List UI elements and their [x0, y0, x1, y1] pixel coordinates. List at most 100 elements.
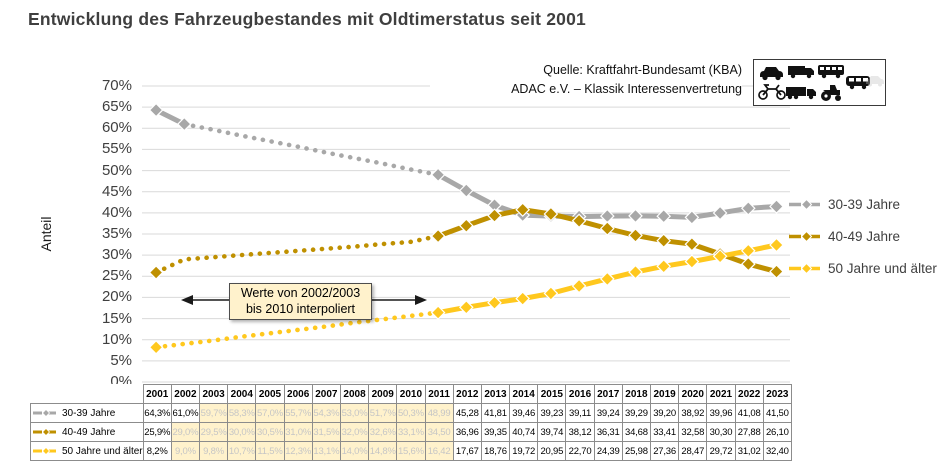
value-cell: 34,50 [424, 422, 454, 442]
value-cell: 39,96 [706, 403, 736, 423]
y-axis-tick: 50% [101, 161, 132, 179]
value-cell: 59,7% [198, 403, 229, 423]
value-cell: 31,5% [311, 422, 341, 442]
value-cell: 32,40 [762, 441, 792, 461]
value-cell: 8,2% [142, 441, 172, 461]
value-cell: 41,81 [480, 403, 511, 423]
value-cell: 32,6% [368, 422, 398, 442]
year-header-cell: 2017 [593, 384, 623, 404]
y-axis-tick: 60% [101, 119, 132, 137]
y-axis-tick: 20% [101, 288, 132, 306]
value-cell: 50,3% [396, 403, 426, 423]
value-cell: 45,28 [452, 403, 482, 423]
vehicle-icons-box [753, 59, 886, 106]
year-header-cell: 2019 [649, 384, 680, 404]
value-cell: 40,74 [509, 422, 539, 442]
year-header-cell: 2007 [311, 384, 341, 404]
row-label: 50 Jahre und älter [62, 445, 143, 457]
y-axis-title: Anteil [38, 216, 54, 252]
value-cell: 30,5% [255, 422, 285, 442]
value-cell: 54,3% [311, 403, 341, 423]
value-cell: 20,95 [537, 441, 567, 461]
year-header-cell: 2013 [480, 384, 511, 404]
minibus-icon [846, 76, 870, 90]
value-cell: 61,0% [170, 403, 201, 423]
value-cell: 39,35 [480, 422, 511, 442]
y-axis-tick: 45% [101, 182, 132, 200]
value-cell: 29,5% [198, 422, 229, 442]
legend: 30-39 Jahre 40-49 Jahre 50 Jahre und älter [788, 194, 937, 278]
source-line-1: Quelle: Kraftfahrt-Bundesamt (KBA) [543, 63, 742, 77]
value-cell: 39,20 [649, 403, 680, 423]
table-row: 40-49 Jahre 25,9% 29,0% 29,5% 30,0% 30,5% 31,0… [30, 422, 792, 442]
y-axis-tick: 25% [101, 267, 132, 285]
value-cell: 29,72 [706, 441, 736, 461]
value-cell: 31,02 [734, 441, 764, 461]
year-header-cell: 2005 [255, 384, 285, 404]
legend-label: 40-49 Jahre [828, 228, 901, 244]
y-axis-tick: 70% [101, 77, 132, 94]
value-cell: 48,99 [424, 403, 454, 423]
value-cell: 41,50 [762, 403, 792, 423]
ghost-car-icon [866, 76, 884, 87]
value-cell: 22,70 [565, 441, 595, 461]
annotation-line-2: bis 2010 interpoliert [245, 302, 356, 316]
value-cell: 33,1% [396, 422, 426, 442]
value-cell: 58,3% [227, 403, 257, 423]
year-header-cell: 2006 [283, 384, 313, 404]
source-line-2: ADAC e.V. – Klassik Interessenvertretung [511, 82, 742, 96]
value-cell: 53,0% [339, 403, 370, 423]
value-cell: 14,0% [339, 441, 370, 461]
year-header-cell: 2009 [368, 384, 398, 404]
value-cell: 64,3% [142, 403, 172, 423]
value-cell: 36,31 [593, 422, 623, 442]
year-header-cell: 2012 [452, 384, 482, 404]
annotation-line-1: Werte von 2002/2003 [240, 286, 361, 300]
legend-key-icon [789, 262, 824, 274]
legend-item: 40-49 Jahre [788, 226, 937, 246]
value-cell: 9,8% [198, 441, 229, 461]
value-cell: 57,0% [255, 403, 285, 423]
value-cell: 27,88 [734, 422, 764, 442]
page-title: Entwicklung des Fahrzeugbestandes mit Ol… [28, 9, 586, 29]
value-cell: 38,12 [565, 422, 595, 442]
value-cell: 51,7% [368, 403, 398, 423]
row-label-cell: 40-49 Jahre [30, 422, 144, 442]
series-key-icon [33, 447, 59, 455]
table-header-row: 2001 2002 2003 2004 2005 2006 2007 2008 2009 2010… [31, 384, 792, 404]
y-axis-tick: 15% [101, 309, 132, 327]
year-header-cell: 2021 [706, 384, 736, 404]
value-cell: 32,58 [678, 422, 708, 442]
value-cell: 31,0% [283, 422, 313, 442]
y-axis-tick: 65% [101, 98, 132, 116]
legend-label: 50 Jahre und älter [828, 260, 937, 276]
value-cell: 27,36 [649, 441, 680, 461]
year-header-cell: 2018 [621, 384, 652, 404]
year-header-cell: 2015 [537, 384, 567, 404]
legend-key-icon [789, 198, 824, 210]
value-cell: 12,3% [283, 441, 313, 461]
value-cell: 30,0% [227, 422, 257, 442]
row-label-cell: 50 Jahre und älter [30, 441, 144, 461]
value-cell: 34,68 [621, 422, 652, 442]
year-header-cell: 2010 [396, 384, 426, 404]
y-axis-tick: 55% [101, 140, 132, 158]
legend-item: 50 Jahre und älter [788, 258, 937, 278]
value-cell: 25,98 [621, 441, 652, 461]
semi-truck-icon [786, 87, 816, 100]
year-header-cell: 2001 [142, 384, 172, 404]
value-cell: 9,0% [170, 441, 201, 461]
value-cell: 30,30 [706, 422, 736, 442]
value-cell: 41,08 [734, 403, 764, 423]
value-cell: 18,76 [480, 441, 511, 461]
value-cell: 39,11 [565, 403, 595, 423]
car-icon [760, 67, 783, 81]
year-header-cell: 2004 [227, 384, 257, 404]
y-axis-tick: 5% [110, 351, 132, 369]
table-row: 30-39 Jahre 64,3% 61,0% 59,7% 58,3% 57,0% 55,7… [30, 403, 792, 423]
box-van-icon [788, 66, 814, 79]
row-label: 40-49 Jahre [62, 426, 116, 438]
row-label: 30-39 Jahre [62, 407, 116, 419]
value-cell: 24,39 [593, 441, 623, 461]
